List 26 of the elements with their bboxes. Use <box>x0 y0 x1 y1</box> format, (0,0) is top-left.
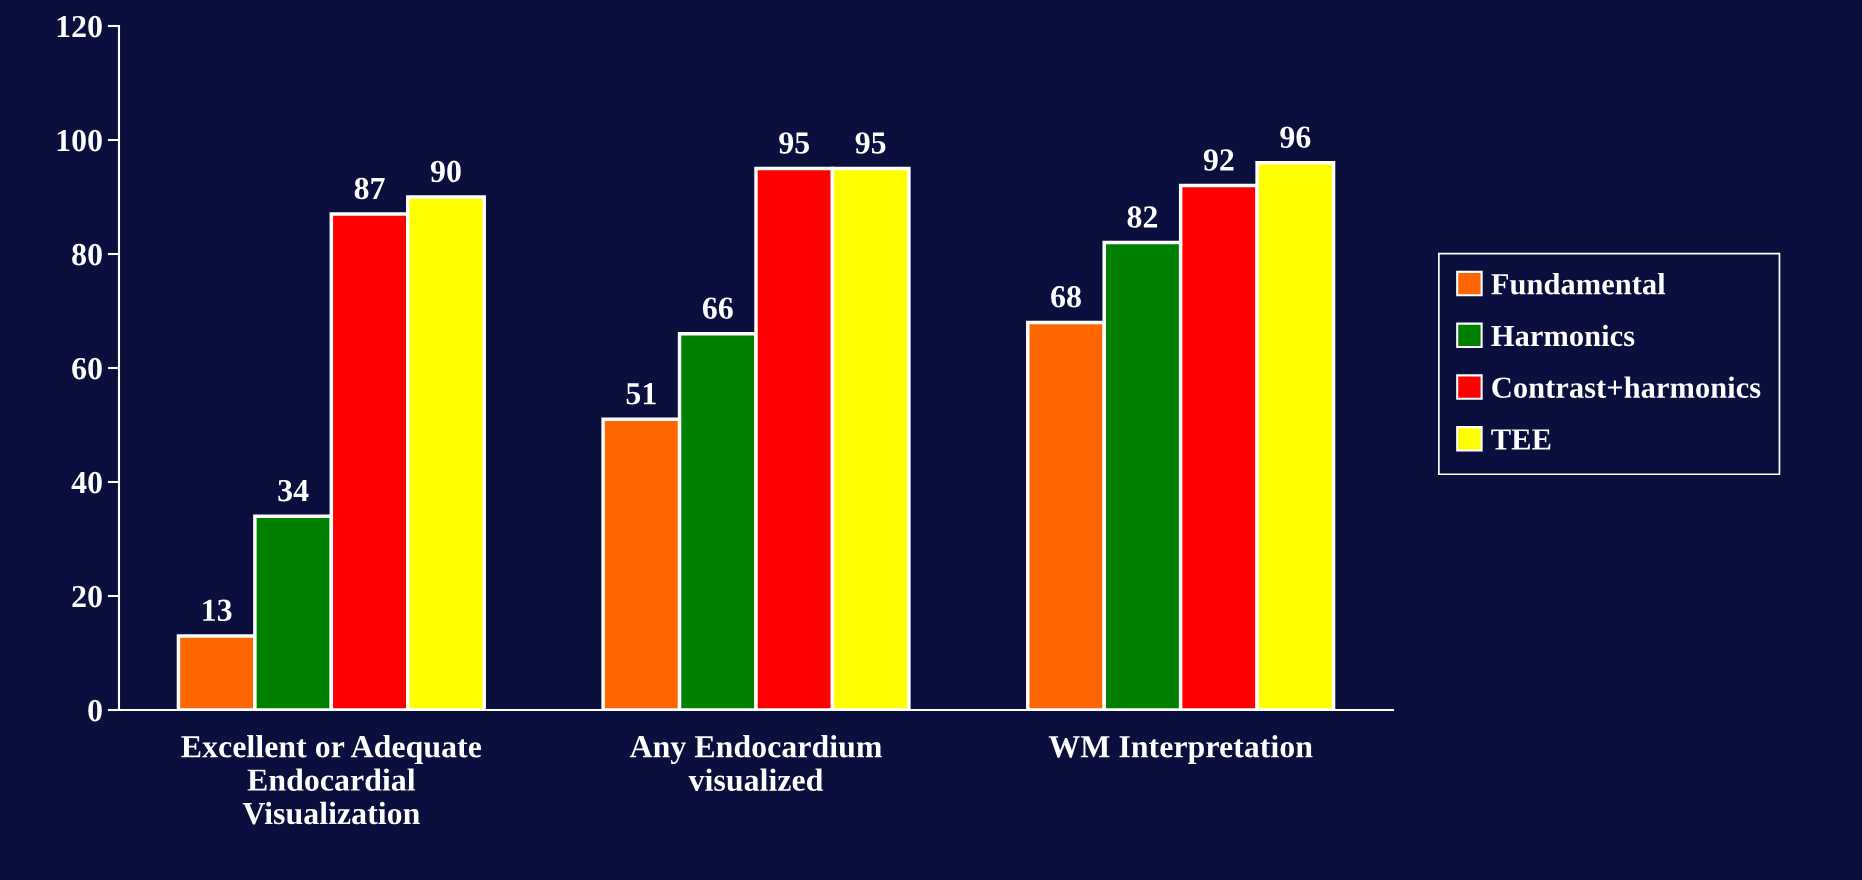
legend-label: Contrast+harmonics <box>1492 376 1761 398</box>
data-label: 13 <box>203 599 232 622</box>
y-tick-label: 20 <box>72 585 102 608</box>
data-label: 95 <box>779 132 810 154</box>
data-label: 87 <box>354 177 385 200</box>
data-label: 34 <box>278 479 309 502</box>
legend-label: Harmonics <box>1491 324 1635 347</box>
y-tick-label: 60 <box>72 357 102 380</box>
data-label: 96 <box>1280 126 1311 148</box>
y-tick-label: 40 <box>71 471 102 494</box>
data-label: 66 <box>702 297 733 319</box>
data-label: 68 <box>1051 286 1081 308</box>
y-tick-label: 120 <box>57 15 102 38</box>
data-label: 90 <box>430 160 461 183</box>
legend-label: Fundamental <box>1491 273 1666 295</box>
y-tick-label: 80 <box>72 243 102 266</box>
data-label: 92 <box>1203 149 1234 171</box>
y-tick-label: 0 <box>88 699 102 722</box>
data-label: 82 <box>1127 206 1158 228</box>
data-label: 51 <box>626 383 656 405</box>
x-tick-label: WM Interpretation <box>1048 735 1313 764</box>
x-tick-label: Excellent or Adequate Endocardial Visualization <box>181 735 482 825</box>
data-label: 95 <box>855 132 886 154</box>
x-tick-label: Any Endocardium visualized <box>629 735 882 792</box>
legend-label: TEE <box>1491 429 1551 450</box>
y-tick-label: 100 <box>57 129 102 152</box>
